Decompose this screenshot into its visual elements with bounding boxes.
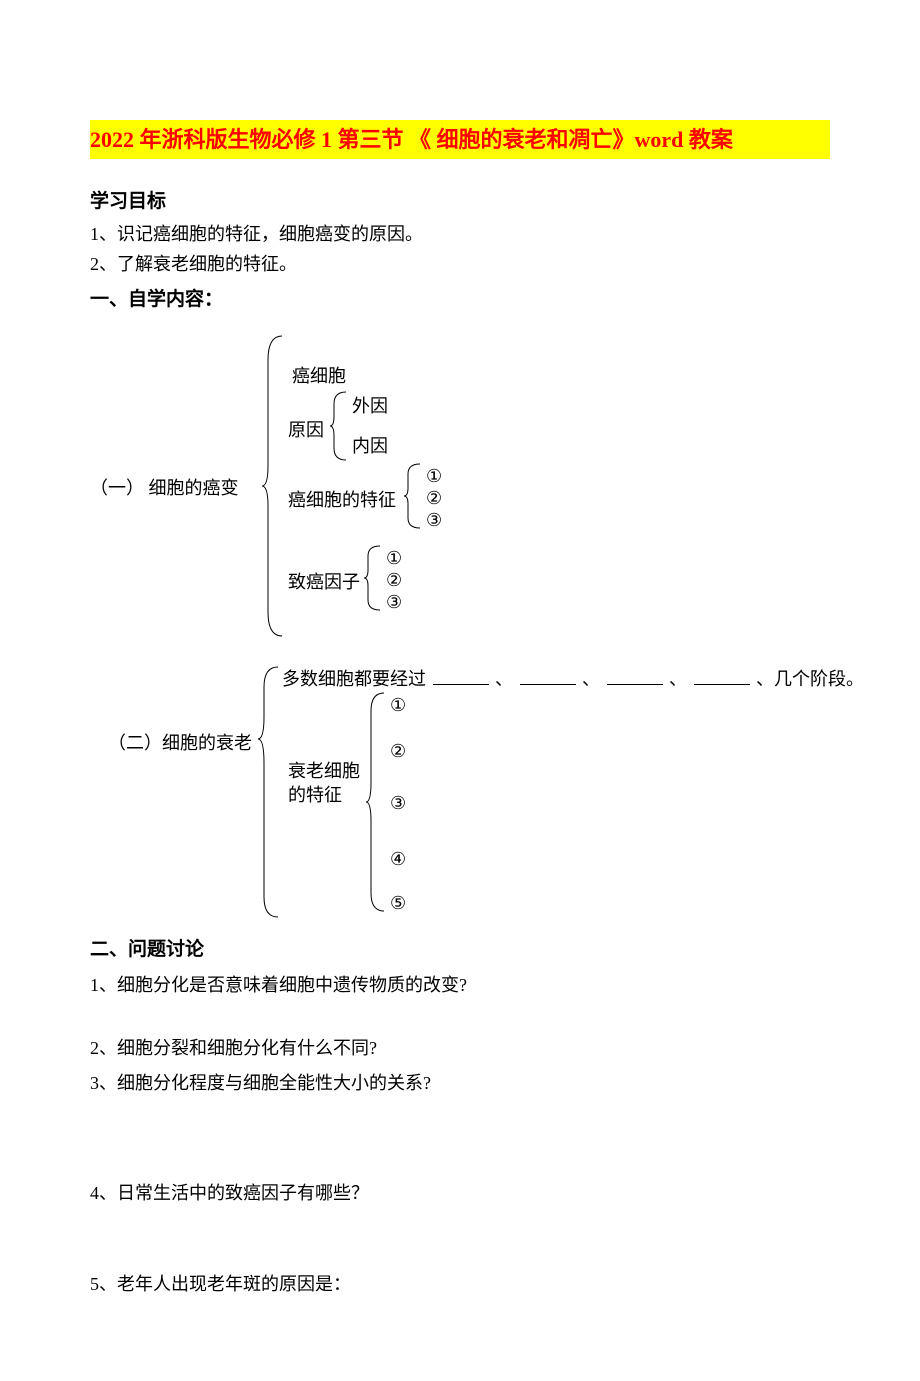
brace-icon — [258, 667, 280, 917]
node-external: 外因 — [352, 392, 388, 421]
circled-number: ③ — [390, 789, 406, 818]
brace-icon — [364, 546, 382, 610]
circled-number: ③ — [386, 588, 402, 617]
sep: 、 — [669, 669, 687, 689]
node-carcinogen: 致癌因子 — [288, 568, 360, 597]
brace-icon — [366, 693, 386, 911]
node-reason: 原因 — [288, 416, 324, 445]
circled-number: ① — [390, 691, 406, 720]
objective-item: 1、识记癌细胞的特征，细胞癌变的原因。 — [90, 220, 830, 249]
stage-prefix: 多数细胞都要经过 — [282, 669, 426, 689]
fill-blank[interactable] — [433, 667, 489, 685]
circled-number: ⑤ — [390, 889, 406, 918]
page-title: 2022 年浙科版生物必修 1 第三节 《 细胞的衰老和凋亡》word 教案 — [90, 120, 830, 159]
node-cancer-cell: 癌细胞 — [292, 362, 346, 391]
stage-suffix: 、几个阶段。 — [756, 669, 864, 689]
fill-blank[interactable] — [694, 667, 750, 685]
question-item: 2、细胞分裂和细胞分化有什么不同? — [90, 1034, 830, 1063]
question-item: 1、细胞分化是否意味着细胞中遗传物质的改变? — [90, 971, 830, 1000]
sep: 、 — [495, 669, 513, 689]
node-aging-features-l2: 的特征 — [288, 781, 342, 810]
node-internal: 内因 — [352, 432, 388, 461]
objectives-heading: 学习目标 — [90, 187, 830, 217]
brace-icon — [404, 464, 422, 528]
fill-blank[interactable] — [520, 667, 576, 685]
diagram-root-label: （二）细胞的衰老 — [108, 729, 252, 758]
diagram-root-label: （一） 细胞的癌变 — [90, 474, 239, 503]
question-item: 3、细胞分化程度与细胞全能性大小的关系? — [90, 1069, 830, 1098]
question-item: 4、日常生活中的致癌因子有哪些？ — [90, 1179, 830, 1208]
self-study-heading: 一、自学内容： — [90, 285, 830, 315]
sep: 、 — [582, 669, 600, 689]
brace-icon — [330, 392, 348, 460]
circled-number: ② — [390, 737, 406, 766]
diagram-aging: （二）细胞的衰老 多数细胞都要经过 、 、 、 、几个阶段。 衰老细胞 的特征 … — [90, 667, 830, 927]
stage-sentence: 多数细胞都要经过 、 、 、 、几个阶段。 — [282, 665, 864, 694]
circled-number: ④ — [390, 845, 406, 874]
objective-item: 2、了解衰老细胞的特征。 — [90, 250, 830, 279]
brace-icon — [262, 336, 284, 636]
fill-blank[interactable] — [607, 667, 663, 685]
circled-number: ③ — [426, 506, 442, 535]
diagram-cancer: （一） 细胞的癌变 癌细胞 原因 外因 内因 癌细胞的特征 ① ② ③ 致癌因子… — [90, 324, 830, 659]
node-cancer-features: 癌细胞的特征 — [288, 486, 396, 515]
discussion-heading: 二、问题讨论 — [90, 935, 830, 965]
question-item: 5、老年人出现老年斑的原因是： — [90, 1270, 830, 1299]
